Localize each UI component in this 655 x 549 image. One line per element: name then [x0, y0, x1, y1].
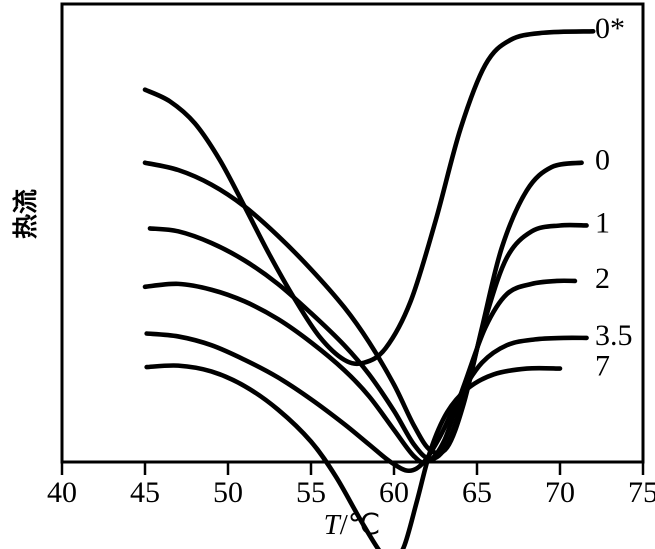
- curve-label-1: 1: [595, 206, 610, 239]
- x-axis-title: T/℃: [324, 509, 381, 541]
- x-axis-tick-labels: 40 45 50 55 60 65 70 75: [47, 476, 655, 509]
- dsc-curve-1: [147, 222, 589, 462]
- curve-label-0star: 0*: [595, 12, 625, 45]
- plot-frame: [60, 2, 645, 464]
- x-axis-tick-label: 70: [545, 476, 575, 509]
- dsc-curve-0: [142, 160, 584, 456]
- curve-label-2: 2: [595, 262, 610, 295]
- x-axis-tick-label: 40: [47, 476, 77, 509]
- curve-label-group: 0* 0 1 2 3.57: [595, 12, 633, 382]
- x-axis-ticks: [60, 462, 645, 475]
- dsc-curve-7: [144, 363, 563, 549]
- curve-label-7: 7: [595, 349, 610, 382]
- x-axis-tick-label: 60: [379, 476, 409, 509]
- x-axis-tick-label: 75: [628, 476, 655, 509]
- x-axis-tick-label: 65: [462, 476, 492, 509]
- dsc-curve-0star: [142, 29, 596, 367]
- x-axis-tick-label: 55: [296, 476, 326, 509]
- frame-rect: [60, 2, 645, 464]
- x-axis-tick-label: 50: [213, 476, 243, 509]
- dsc-curve-3-5: [144, 331, 589, 474]
- dsc-curve-2: [142, 278, 578, 466]
- curve-group: [142, 29, 596, 549]
- curve-label-0: 0: [595, 144, 610, 177]
- curve-label-3-5: 3.5: [595, 319, 633, 352]
- x-axis-tick-label: 45: [130, 476, 160, 509]
